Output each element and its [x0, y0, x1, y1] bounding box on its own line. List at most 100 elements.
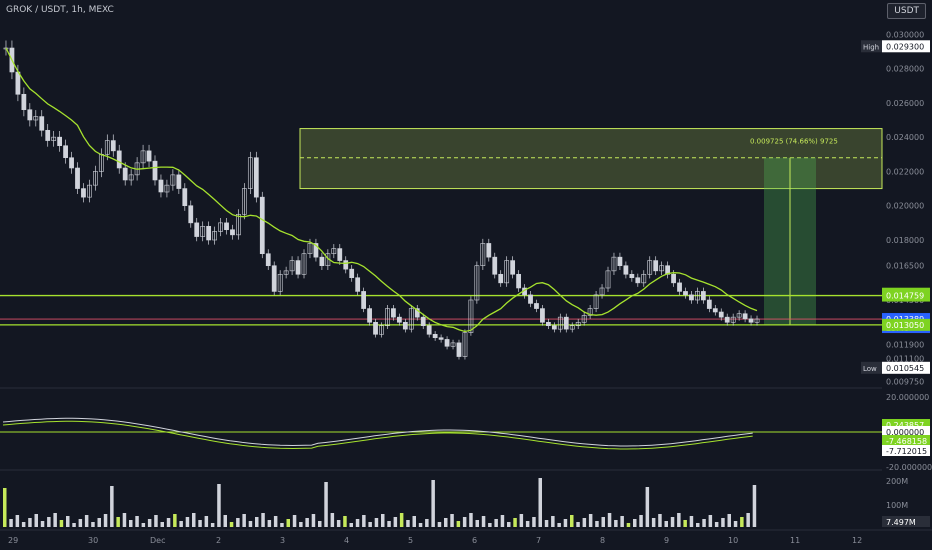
- x-axis-label: 11: [790, 536, 800, 545]
- volume-bar: [166, 518, 171, 527]
- volume-bar: [437, 522, 442, 527]
- volume-bar: [488, 523, 492, 527]
- candle: [200, 225, 206, 237]
- candle: [528, 294, 533, 304]
- candle: [575, 321, 581, 327]
- volume-bar: [746, 513, 750, 527]
- candle: [242, 188, 247, 215]
- candle: [224, 222, 229, 231]
- candle: [93, 171, 98, 186]
- volume-bar: [664, 521, 668, 527]
- candle: [546, 321, 551, 327]
- candle: [450, 342, 456, 347]
- price-axis-label: 0.030000: [886, 30, 924, 39]
- volume-bar: [406, 520, 410, 527]
- volume-bar: [425, 519, 429, 527]
- volume-bar: [639, 515, 643, 527]
- candle: [39, 116, 45, 131]
- candle: [754, 318, 760, 323]
- price-axis-label: 0.011100: [886, 354, 924, 363]
- volume-bar: [576, 522, 580, 527]
- volume-bar: [475, 520, 479, 527]
- candle: [683, 291, 688, 296]
- oscillator-label: 20.000000: [886, 393, 929, 402]
- candle: [152, 160, 158, 181]
- oscillator-label: 0.000000: [886, 428, 924, 437]
- volume-bar: [141, 523, 146, 527]
- candle: [283, 270, 289, 275]
- volume-bar: [702, 519, 706, 527]
- volume-bar: [110, 486, 114, 527]
- candle: [641, 273, 647, 284]
- candle: [504, 260, 510, 284]
- candle: [456, 342, 462, 357]
- oscillator-label-box: [882, 435, 930, 446]
- volume-bar: [450, 514, 454, 527]
- volume-bar: [242, 514, 246, 527]
- volume-bar: [21, 522, 26, 527]
- volume-bar: [273, 516, 278, 527]
- candle: [492, 256, 498, 275]
- volume-bar: [570, 515, 574, 527]
- volume-axis-label: 200M: [886, 477, 908, 486]
- x-axis-label: 8: [600, 536, 605, 545]
- volume-bar: [53, 513, 57, 527]
- volume-bar: [173, 514, 177, 527]
- high-tag: High: [863, 43, 879, 51]
- volume-bar: [645, 487, 650, 527]
- candle: [700, 291, 706, 301]
- volume-bar: [286, 519, 290, 527]
- volume-bar: [456, 521, 461, 527]
- volume-bar: [362, 515, 366, 527]
- volume-bar: [59, 520, 64, 527]
- candle: [349, 268, 355, 279]
- volume-bar: [147, 519, 152, 527]
- volume-bar: [696, 523, 700, 527]
- candle: [718, 311, 724, 318]
- currency-button[interactable]: USDT: [887, 3, 926, 19]
- candle: [158, 179, 164, 193]
- volume-bar: [135, 516, 139, 527]
- candle: [671, 273, 676, 284]
- candle: [253, 157, 259, 198]
- volume-bar: [469, 513, 473, 527]
- candle: [653, 260, 659, 272]
- volume-bar: [689, 516, 694, 527]
- volume-bar: [349, 523, 353, 527]
- candle: [110, 140, 116, 152]
- volume-bar: [557, 523, 561, 527]
- price-axis-label: 0.018000: [886, 236, 924, 245]
- volume-bar: [15, 515, 20, 527]
- candle: [444, 339, 450, 347]
- volume-bar: [255, 517, 259, 527]
- volume-bar: [179, 521, 183, 527]
- candle: [230, 229, 235, 236]
- candle: [581, 315, 587, 323]
- volume-bar: [538, 478, 542, 527]
- price-axis-label: 0.024000: [886, 133, 924, 142]
- volume-bar: [129, 520, 133, 527]
- volume-label: 7.497M: [886, 518, 916, 527]
- volume-bar: [336, 520, 341, 527]
- candle: [689, 294, 694, 301]
- volume-bar: [248, 521, 253, 527]
- oscillator-label: -20.000000: [886, 463, 932, 472]
- volume-bar: [40, 521, 45, 527]
- candle: [337, 248, 343, 261]
- low-value-box: [882, 361, 930, 374]
- candle: [331, 248, 337, 255]
- volume-bar: [708, 515, 713, 527]
- candle: [677, 282, 682, 292]
- candle: [367, 308, 372, 323]
- candle: [557, 316, 563, 330]
- volume-bar: [122, 513, 127, 527]
- volume-bar: [607, 513, 612, 527]
- volume-bar: [633, 519, 637, 527]
- price-label-box: [882, 318, 930, 331]
- candle: [623, 265, 629, 275]
- candle: [307, 243, 313, 255]
- high-value: 0.029300: [886, 42, 924, 51]
- volume-bar: [544, 520, 549, 527]
